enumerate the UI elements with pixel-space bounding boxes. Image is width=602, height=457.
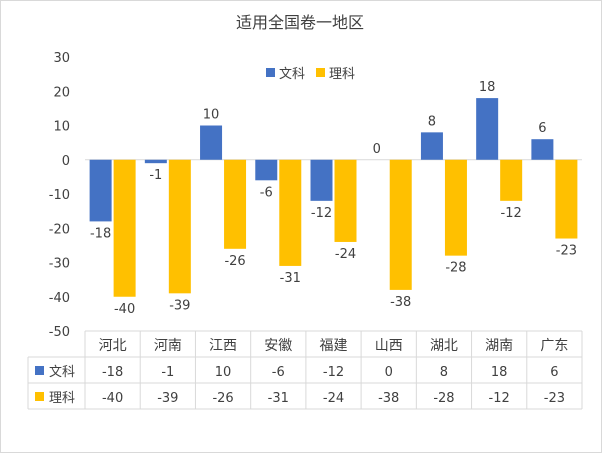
chart-title: 适用全国卷一地区 bbox=[236, 13, 364, 32]
category-label: 河北 bbox=[99, 338, 127, 354]
table-cell: 8 bbox=[440, 365, 448, 380]
data-label: -24 bbox=[335, 247, 356, 262]
bar-wenke bbox=[531, 139, 554, 160]
data-label: -18 bbox=[90, 226, 111, 241]
table-cell: -12 bbox=[323, 365, 344, 380]
table-cell: -40 bbox=[102, 391, 123, 406]
table-cell: -12 bbox=[489, 391, 510, 406]
y-tick-label: -20 bbox=[49, 222, 70, 237]
bar-like bbox=[444, 159, 467, 256]
legend-label: 文科 bbox=[279, 67, 305, 82]
table-cell: 10 bbox=[215, 365, 232, 380]
data-label: 18 bbox=[479, 80, 496, 95]
table-cell: -23 bbox=[544, 391, 565, 406]
bar-like bbox=[555, 159, 578, 239]
y-tick-label: -50 bbox=[49, 325, 70, 340]
row-label: 文科 bbox=[49, 365, 75, 380]
legend-swatch bbox=[316, 68, 325, 77]
data-label: -28 bbox=[445, 261, 466, 276]
table-cell: 0 bbox=[385, 365, 393, 380]
table-cell: -24 bbox=[323, 391, 344, 406]
y-tick-label: -40 bbox=[49, 291, 70, 306]
data-label: 0 bbox=[373, 142, 381, 157]
bar-like bbox=[113, 159, 136, 297]
data-label: -40 bbox=[114, 302, 135, 317]
bar-wenke bbox=[144, 159, 167, 164]
table-cell: -26 bbox=[212, 391, 233, 406]
data-label: -1 bbox=[149, 168, 162, 183]
bar-wenke bbox=[89, 159, 112, 222]
bar-like bbox=[224, 159, 247, 249]
category-label: 广东 bbox=[540, 338, 568, 354]
bar-like bbox=[500, 159, 523, 201]
data-label: -38 bbox=[390, 295, 411, 310]
data-label: -23 bbox=[556, 244, 577, 259]
legend-swatch bbox=[35, 366, 44, 375]
bar-like bbox=[279, 159, 302, 266]
data-label: 10 bbox=[203, 108, 220, 123]
legend-swatch bbox=[35, 392, 44, 401]
table-cell: -18 bbox=[102, 365, 123, 380]
y-tick-label: 0 bbox=[62, 154, 70, 169]
table-cell: -38 bbox=[378, 391, 399, 406]
data-label: -39 bbox=[169, 298, 190, 313]
data-label: 6 bbox=[538, 121, 546, 136]
legend-label: 理科 bbox=[329, 67, 355, 82]
data-label: 8 bbox=[428, 114, 436, 129]
data-label: -12 bbox=[311, 206, 332, 221]
bar-wenke bbox=[476, 98, 499, 160]
table-cell: -31 bbox=[268, 391, 289, 406]
table-cell: 18 bbox=[491, 365, 508, 380]
y-tick-label: 10 bbox=[53, 120, 70, 135]
bar-like bbox=[389, 159, 412, 290]
bar-like bbox=[334, 159, 357, 242]
category-label: 江西 bbox=[209, 338, 237, 354]
y-tick-label: 20 bbox=[53, 85, 70, 100]
y-tick-label: 30 bbox=[53, 51, 70, 66]
data-label: -12 bbox=[501, 206, 522, 221]
bar-wenke bbox=[420, 132, 443, 160]
category-label: 湖北 bbox=[430, 338, 458, 354]
bars: -18 -40 -1 -39 10 -26 -6 -31 -12 -24 0 -38 8 -28 18 -12… bbox=[85, 80, 582, 317]
bar-like bbox=[168, 159, 191, 294]
data-label: -26 bbox=[224, 254, 245, 269]
data-label: -31 bbox=[280, 271, 301, 286]
y-axis: 30 20 10 0 -10 -20 -30 -40 -50 bbox=[49, 51, 70, 340]
category-label: 湖南 bbox=[485, 338, 513, 354]
table-cell: -28 bbox=[433, 391, 454, 406]
y-tick-label: -10 bbox=[49, 188, 70, 203]
table-cell: 6 bbox=[550, 365, 558, 380]
bar-wenke bbox=[255, 159, 278, 181]
table-cell: -1 bbox=[161, 365, 174, 380]
category-label: 福建 bbox=[320, 338, 348, 354]
bar-wenke bbox=[310, 159, 333, 201]
category-label: 山西 bbox=[375, 338, 403, 354]
row-label: 理科 bbox=[49, 391, 75, 406]
y-tick-label: -30 bbox=[49, 257, 70, 272]
category-label: 河南 bbox=[154, 338, 182, 354]
legend-swatch bbox=[266, 68, 275, 77]
table-cell: -39 bbox=[157, 391, 178, 406]
legend: 文科 理科 bbox=[266, 67, 355, 82]
data-label: -6 bbox=[260, 185, 273, 200]
table-cell: -6 bbox=[272, 365, 285, 380]
category-label: 安徽 bbox=[264, 338, 292, 354]
bar-wenke bbox=[200, 125, 223, 160]
